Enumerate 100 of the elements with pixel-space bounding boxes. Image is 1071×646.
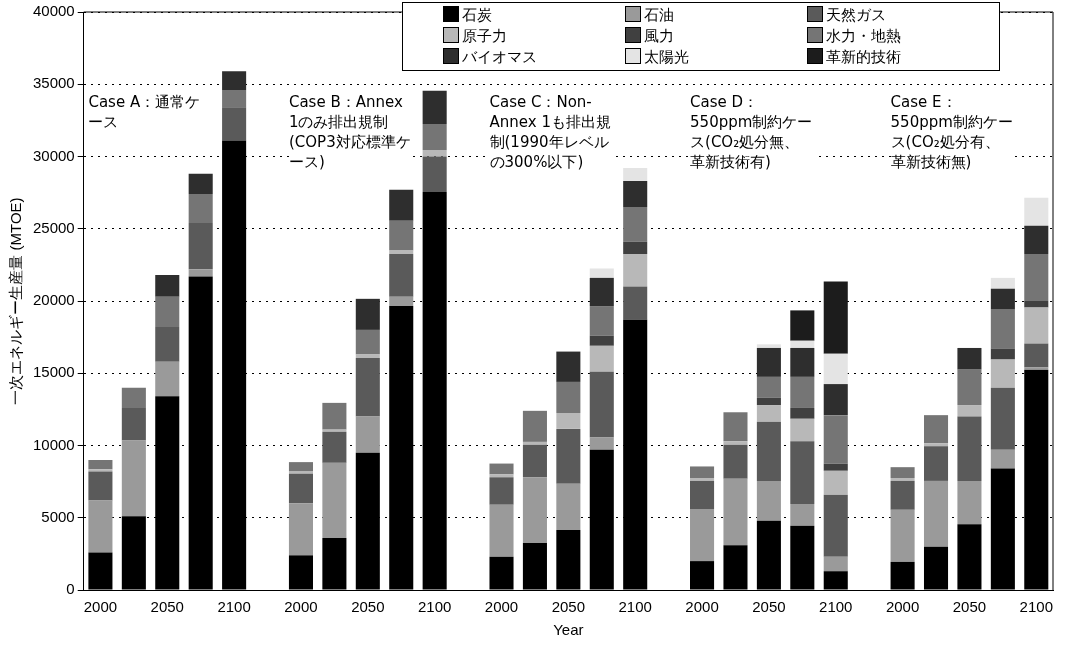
bar <box>522 444 547 478</box>
bar <box>489 474 514 478</box>
bar <box>790 418 815 442</box>
bar <box>890 467 915 479</box>
bar <box>957 416 982 481</box>
legend-label: 石油 <box>644 6 674 24</box>
bar <box>790 441 815 505</box>
bar <box>756 344 781 348</box>
bar <box>723 441 748 445</box>
x-tick-label: 2000 <box>83 598 118 616</box>
legend-label: バイオマス <box>462 48 537 66</box>
bar <box>957 480 982 525</box>
y-tick-label: 0 <box>66 580 75 598</box>
bar <box>88 469 113 472</box>
bar <box>756 397 781 406</box>
legend-label: 石炭 <box>462 6 492 24</box>
y-tick-label: 20000 <box>32 291 75 309</box>
bar <box>589 277 614 307</box>
bar <box>121 387 146 408</box>
legend-label: 太陽光 <box>644 48 689 66</box>
bar <box>923 443 949 447</box>
annotation: Case C：Non-Annex 1も排出規制(1990年レベルの300%以下) <box>489 92 614 172</box>
legend-label: 風力 <box>644 27 674 45</box>
x-tick-label: 2100 <box>417 598 452 616</box>
x-tick-label: 2050 <box>351 598 385 616</box>
bar <box>690 509 715 562</box>
bar <box>823 415 848 464</box>
y-tick-label: 15000 <box>32 363 75 381</box>
bar <box>422 150 447 157</box>
bar <box>923 446 949 481</box>
bar <box>489 477 514 505</box>
x-tick-label: 2000 <box>484 598 519 616</box>
bar <box>288 471 313 474</box>
bar <box>155 361 180 397</box>
bar <box>957 347 982 370</box>
bar <box>623 168 648 182</box>
bar <box>990 309 1015 349</box>
bar <box>1024 254 1049 301</box>
bar <box>756 347 781 377</box>
bar <box>389 250 414 255</box>
bar <box>322 429 347 432</box>
x-tick-label: 2050 <box>551 598 586 616</box>
bar <box>589 335 614 346</box>
bar <box>923 480 949 547</box>
bar <box>1024 197 1049 226</box>
bar <box>623 286 648 320</box>
y-tick-label: 40000 <box>32 2 75 20</box>
bar <box>188 222 213 270</box>
legend-label: 天然ガス <box>826 6 886 24</box>
bar <box>589 306 614 336</box>
bar <box>823 353 848 385</box>
annotation: Case B：Annex 1のみ排出規制(COP3対応標準ケース) <box>288 92 413 172</box>
bar <box>756 421 781 481</box>
bar <box>522 410 547 442</box>
bar <box>422 156 447 192</box>
y-tick-label: 5000 <box>41 507 75 525</box>
bar <box>355 354 380 359</box>
bar <box>623 181 648 208</box>
bar <box>723 444 748 479</box>
bar <box>355 298 380 330</box>
bar <box>222 107 247 141</box>
bar <box>923 415 949 444</box>
bar <box>790 376 815 408</box>
bar <box>322 402 347 430</box>
bar <box>1024 225 1049 255</box>
bar <box>322 431 347 463</box>
bar <box>823 470 848 495</box>
x-tick-label: 2050 <box>752 598 786 616</box>
bar <box>890 509 915 562</box>
y-tick-label: 10000 <box>32 435 75 453</box>
bar <box>823 556 848 572</box>
annotation: Case D：550ppm制約ケース(CO₂処分無、革新技術有) <box>690 92 815 172</box>
y-tick-label: 25000 <box>32 218 75 236</box>
bar <box>790 407 815 419</box>
bar <box>556 483 581 531</box>
bar <box>623 241 648 255</box>
bar <box>723 412 748 442</box>
y-axis-title: 一次エネルギー生産量 (MTOE) <box>7 197 25 405</box>
bar <box>155 327 180 362</box>
bar <box>489 463 514 475</box>
x-tick-label: 2000 <box>685 598 719 616</box>
x-tick-label: 2050 <box>952 598 987 616</box>
bar <box>155 274 180 297</box>
bar <box>556 412 581 429</box>
bar <box>422 123 447 150</box>
x-tick-label: 2100 <box>217 598 251 616</box>
annotation: Case A：通常ケース <box>88 92 213 132</box>
bar <box>1024 307 1049 344</box>
y-tick-label: 35000 <box>32 74 75 92</box>
bar <box>1024 367 1049 370</box>
bar <box>355 358 380 417</box>
bar <box>322 462 347 538</box>
bar <box>823 281 848 354</box>
bar <box>890 478 915 481</box>
bar <box>288 503 313 556</box>
bar <box>422 90 447 124</box>
bar <box>556 381 581 413</box>
bar <box>1024 301 1049 308</box>
bar <box>88 459 113 470</box>
bar <box>790 310 815 341</box>
